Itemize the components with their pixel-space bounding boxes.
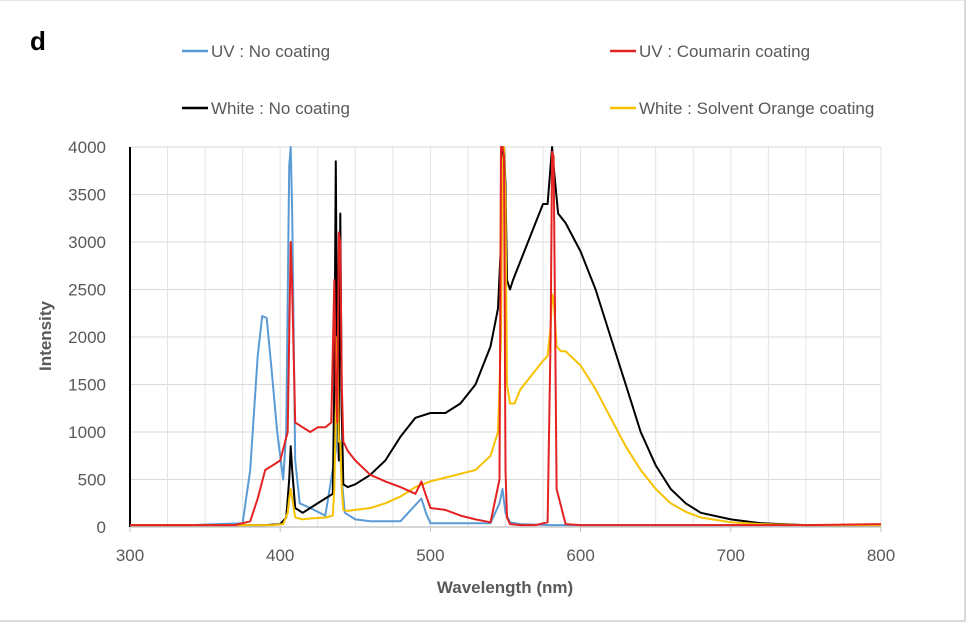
series-line-3 — [130, 146, 881, 527]
series-line-2 — [130, 146, 882, 527]
x-tick-label: 700 — [717, 546, 745, 565]
series-line-4 — [130, 146, 881, 527]
legend-label: White : Solvent Orange coating — [639, 99, 874, 118]
x-axis-title: Wavelength (nm) — [437, 578, 573, 597]
y-tick-label: 2000 — [68, 328, 106, 347]
y-axis-title: Intensity — [36, 301, 55, 371]
y-tick-label: 2500 — [68, 281, 106, 300]
y-tick-label: 0 — [97, 518, 106, 537]
legend: UV : No coating UV : Coumarin coating Whit… — [182, 42, 874, 118]
x-tick-label: 400 — [266, 546, 294, 565]
legend-label: UV : No coating — [211, 42, 330, 61]
y-tick-label: 3000 — [68, 233, 106, 252]
y-tick-label: 500 — [78, 471, 106, 490]
y-tick-label: 1500 — [68, 376, 106, 395]
series-lines — [130, 146, 882, 527]
x-tick-label: 500 — [416, 546, 444, 565]
y-tick-label: 3500 — [68, 186, 106, 205]
legend-label: White : No coating — [211, 99, 350, 118]
y-tick-label: 1000 — [68, 423, 106, 442]
y-tick-label: 4000 — [68, 138, 106, 157]
x-tick-label: 600 — [566, 546, 594, 565]
panel-label: d — [30, 26, 46, 56]
legend-label: UV : Coumarin coating — [639, 42, 810, 61]
axes: 0 500 1000 1500 2000 2500 3000 3500 4000 300 400 50… — [68, 138, 895, 565]
x-tick-label: 800 — [867, 546, 895, 565]
x-tick-label: 300 — [116, 546, 144, 565]
